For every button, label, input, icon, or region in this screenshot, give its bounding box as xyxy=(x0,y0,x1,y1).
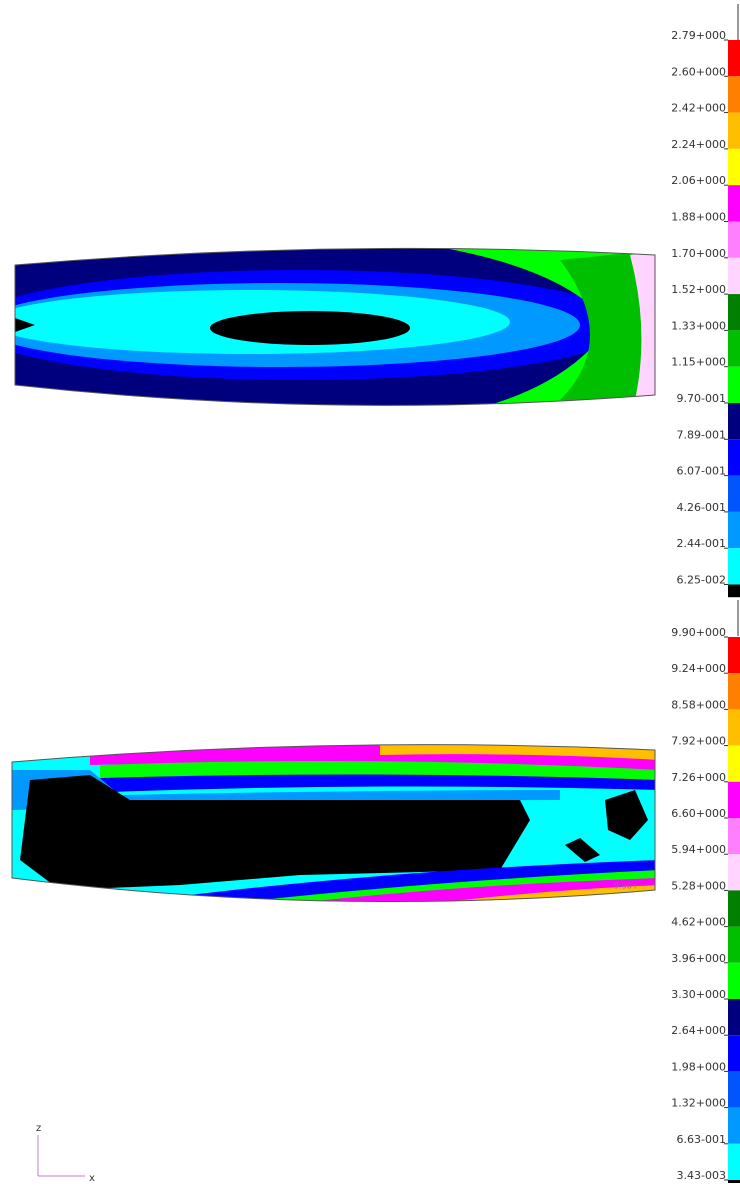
axis-triad: z x xyxy=(36,1123,95,1183)
legend-swatch xyxy=(728,512,740,548)
legend-label: 1.15+000 xyxy=(671,356,726,369)
legend-label: 6.25-002 xyxy=(677,574,726,587)
legend-label: 7.26+000 xyxy=(671,771,726,784)
legend-swatch xyxy=(728,637,740,673)
legend-swatch xyxy=(728,890,740,926)
legend-label: 9.24+000 xyxy=(671,662,726,675)
legend-label: 7.89-001 xyxy=(677,428,726,441)
legend-swatch xyxy=(728,439,740,475)
legend-swatch xyxy=(728,367,740,403)
legend-swatch xyxy=(728,476,740,512)
z-axis-label: z xyxy=(36,1123,41,1134)
legend-label: 3.43-003 xyxy=(677,1169,726,1182)
legend-label: 1.88+000 xyxy=(671,211,726,224)
legend-swatch xyxy=(728,113,740,149)
legend-label: 6.60+000 xyxy=(671,807,726,820)
legend-swatch xyxy=(728,585,740,598)
legend-swatch xyxy=(728,782,740,818)
legend-swatch xyxy=(728,76,740,112)
legend-label: 2.24+000 xyxy=(671,138,726,151)
fea-contour-view: 9.90+ z x 2.79+000 2.60+000 2.42+000 2.24+0… xyxy=(0,0,740,1183)
legend-swatch xyxy=(728,963,740,999)
legend-swatch xyxy=(728,854,740,890)
legend-swatch xyxy=(728,999,740,1035)
max-marker: 9.90+ xyxy=(614,882,639,891)
legend-swatch xyxy=(728,40,740,76)
legend-label: 8.58+000 xyxy=(671,698,726,711)
legend-swatch xyxy=(728,1071,740,1107)
legend-label: 2.60+000 xyxy=(671,65,726,78)
legend-label: 5.94+000 xyxy=(671,843,726,856)
legend-swatch xyxy=(728,927,740,963)
legend-label: 9.70-001 xyxy=(677,392,726,405)
legend-label: 1.33+000 xyxy=(671,319,726,332)
legend-label: 5.28+000 xyxy=(671,879,726,892)
legend-swatch xyxy=(728,258,740,294)
legend-swatch xyxy=(728,548,740,584)
legend-swatch xyxy=(728,185,740,221)
legend-label: 1.70+000 xyxy=(671,247,726,260)
legend-label: 4.62+000 xyxy=(671,916,726,929)
legend-swatch xyxy=(728,673,740,709)
legend-swatch xyxy=(728,294,740,330)
legend-label: 2.42+000 xyxy=(671,102,726,115)
legend-label: 6.07-001 xyxy=(677,465,726,478)
legend-label: 2.79+000 xyxy=(671,29,726,42)
legend-swatch xyxy=(728,330,740,366)
legend-label: 1.32+000 xyxy=(671,1097,726,1110)
legend-label: 1.52+000 xyxy=(671,283,726,296)
contour-plot-1 xyxy=(0,230,660,430)
legend-label: 7.92+000 xyxy=(671,735,726,748)
legend-swatch xyxy=(728,818,740,854)
legend-swatch xyxy=(728,1144,740,1180)
legend-label: 2.44-001 xyxy=(677,537,726,550)
contour-plot-2 xyxy=(0,730,660,930)
legend-label: 1.98+000 xyxy=(671,1060,726,1073)
legend-swatch xyxy=(728,149,740,185)
legend-swatch xyxy=(728,1035,740,1071)
legend-label: 4.26-001 xyxy=(677,501,726,514)
legend-swatch xyxy=(728,1108,740,1144)
legend-label: 3.30+000 xyxy=(671,988,726,1001)
legend-swatch xyxy=(728,709,740,745)
legend-label: 9.90+000 xyxy=(671,626,726,639)
legend-label: 3.96+000 xyxy=(671,952,726,965)
legend-label: 6.63-001 xyxy=(677,1133,726,1146)
legend-label: 2.64+000 xyxy=(671,1024,726,1037)
legend-swatch xyxy=(728,746,740,782)
x-axis-label: x xyxy=(89,1173,95,1183)
legend-swatch xyxy=(728,222,740,258)
legend-swatch xyxy=(728,403,740,439)
legend-label: 2.06+000 xyxy=(671,174,726,187)
